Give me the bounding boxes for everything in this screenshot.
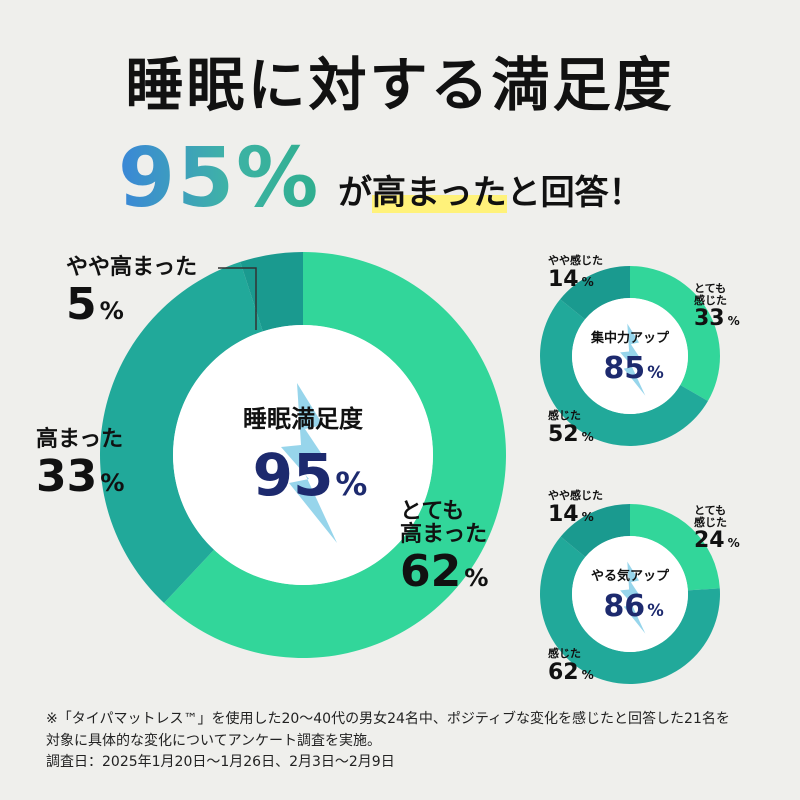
donut-center-title: 睡眠満足度	[243, 405, 364, 433]
headline-big-value: 95%	[118, 131, 321, 226]
donut-slice-2	[99, 261, 263, 603]
donut-center-value: 85%	[603, 351, 664, 386]
page-title: 睡眠に対する満足度	[125, 51, 675, 119]
leader-line	[218, 267, 257, 330]
donut-chart-3: やる気アップ 86%	[540, 504, 720, 684]
slice-label-text: とても	[400, 499, 465, 524]
donut-chart-2: 集中力アップ 85%	[539, 266, 720, 447]
slice-label-3-3: やや感じた 14%	[548, 490, 603, 526]
slice-label-text: 感じた	[548, 647, 581, 660]
slice-label-text: 高まった	[400, 522, 488, 548]
donut-slice-1	[164, 252, 507, 658]
headline-tail-highlight: 高まった	[372, 173, 507, 213]
headline-tail-post: と回答！	[506, 173, 643, 213]
headline-subtext: が高まったと回答！	[338, 173, 643, 213]
donut-slice-1	[630, 266, 720, 401]
footnote-line-3: 調査日：2025年1月20日〜1月26日、2月3日〜2月9日	[46, 754, 395, 771]
footnote-line-2: 対象に具体的な変化についてアンケート調査を実施。	[46, 732, 382, 749]
slice-percent: 14%	[548, 501, 594, 527]
lightning-bolt-icon	[620, 323, 646, 396]
donut-chart-1: 睡眠満足度 95%	[99, 252, 507, 658]
slice-label-text: やや感じた	[548, 254, 603, 267]
slice-label-1-2: 高まった 33%	[36, 428, 124, 499]
donut-slice-2	[540, 536, 720, 684]
slice-percent: 33%	[694, 306, 740, 332]
slice-label-text: 感じた	[694, 293, 727, 307]
slice-label-text: とても	[694, 282, 727, 295]
donut-center-value: 95%	[253, 441, 368, 509]
slice-label-text: 高まった	[36, 427, 124, 452]
slice-percent: 62%	[400, 546, 489, 598]
donut-slice-2	[539, 299, 708, 447]
slice-label-text: とても	[694, 504, 727, 517]
donut-slice-3	[560, 266, 630, 320]
slice-label-text: 感じた	[548, 409, 581, 422]
footnote-line-1: ※「タイパマットレス™」を使用した20〜40代の男女24名中、ポジティブな変化を…	[46, 711, 730, 727]
lightning-bolt-icon	[620, 561, 646, 634]
slice-label-1-3: やや高まった 5%	[66, 256, 197, 327]
slice-label-2-1: とても 感じた 33%	[694, 283, 740, 330]
slice-percent: 62%	[548, 659, 594, 685]
slice-label-3-1: とても 感じた 24%	[694, 505, 740, 552]
slice-percent: 52%	[548, 421, 594, 447]
slice-label-text: やや感じた	[548, 489, 603, 502]
lightning-bolt-icon	[281, 383, 337, 543]
donut-slice-3	[560, 504, 630, 558]
donut-center-value: 86%	[603, 589, 664, 624]
slice-percent: 5%	[66, 279, 124, 331]
slice-label-text: やや高まった	[66, 255, 198, 280]
slice-label-3-2: 感じた 62%	[548, 648, 594, 684]
slice-label-2-3: やや感じた 14%	[548, 255, 603, 291]
slice-label-1-1: とても 高まった 62%	[400, 500, 488, 594]
headline-tail-pre: が	[338, 173, 372, 213]
footnote: ※「タイパマットレス™」を使用した20〜40代の男女24名中、ポジティブな変化を…	[46, 709, 766, 774]
donut-slice-1	[630, 504, 720, 591]
slice-percent: 33%	[36, 451, 125, 503]
slice-percent: 14%	[548, 266, 594, 292]
donut-center-title: やる気アップ	[591, 568, 670, 584]
slice-label-text: 感じた	[694, 515, 727, 529]
slice-percent: 24%	[694, 528, 740, 554]
slice-label-2-2: 感じた 52%	[548, 410, 594, 446]
donut-center-title: 集中力アップ	[590, 330, 670, 346]
